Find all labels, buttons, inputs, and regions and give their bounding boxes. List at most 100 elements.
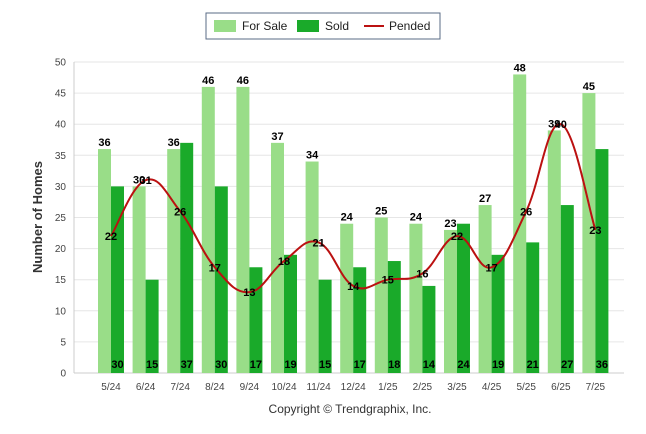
label-sold: 15 xyxy=(146,359,158,371)
y-tick-label: 40 xyxy=(55,120,67,131)
bar-sold xyxy=(284,254,297,373)
bar-sold xyxy=(111,186,124,373)
x-tick-label: 7/24 xyxy=(170,382,190,393)
x-tick-label: 12/24 xyxy=(341,382,366,393)
data-labels: 36 30 22 30 15 31 36 37 26 46 30 17 46 17 13 37 19 18 34 15… xyxy=(98,62,608,371)
x-tick-label: 2/25 xyxy=(413,382,433,393)
bar-sold xyxy=(491,254,505,373)
label-sold: 17 xyxy=(354,359,366,371)
label-pended: 15 xyxy=(382,275,394,287)
legend-box xyxy=(205,12,441,40)
label-pended: 18 xyxy=(278,256,290,268)
bar-sold xyxy=(560,205,574,373)
label-sold: 17 xyxy=(250,359,262,371)
bar-for-sale xyxy=(271,142,284,373)
bar-sold xyxy=(353,267,367,373)
label-for-sale: 36 xyxy=(98,137,110,149)
label-sold: 30 xyxy=(215,359,227,371)
y-tick-label: 15 xyxy=(55,275,67,286)
label-for-sale: 45 xyxy=(583,81,595,93)
y-tick-label: 25 xyxy=(55,213,67,224)
legend-swatch-for-sale xyxy=(214,20,236,32)
bar-for-sale xyxy=(340,223,354,373)
label-sold: 19 xyxy=(284,359,296,371)
bar-for-sale xyxy=(236,86,250,373)
label-pended: 22 xyxy=(105,231,117,243)
bar-for-sale xyxy=(98,149,111,373)
x-axis-ticks: 5/24 6/24 7/24 8/24 9/24 10/24 11/24 12/24 1/25 2… xyxy=(101,382,605,393)
legend-swatch-sold xyxy=(297,20,319,32)
y-axis-ticks: 0 5 10 15 20 25 30 35 40 45 50 xyxy=(55,58,67,380)
x-tick-label: 11/24 xyxy=(306,382,331,393)
bar-sold xyxy=(318,279,332,373)
label-pended: 22 xyxy=(451,231,463,243)
label-pended: 14 xyxy=(347,281,360,293)
y-tick-label: 30 xyxy=(55,182,67,193)
bar-for-sale xyxy=(444,229,457,373)
y-tick-label: 10 xyxy=(55,306,67,317)
x-tick-label: 4/25 xyxy=(482,382,502,393)
bar-for-sale xyxy=(305,161,319,373)
pended-line xyxy=(110,123,597,294)
bar-for-sale xyxy=(132,186,146,373)
label-sold: 30 xyxy=(111,359,123,371)
legend-label-for-sale: For Sale xyxy=(242,19,288,33)
bar-sold xyxy=(457,223,470,373)
x-tick-label: 6/24 xyxy=(136,382,156,393)
label-for-sale: 27 xyxy=(479,193,491,205)
bar-for-sale xyxy=(547,130,561,373)
bar-sold xyxy=(180,142,194,373)
copyright-footer: Copyright © Trendgraphix, Inc. xyxy=(269,402,432,416)
bar-sold xyxy=(595,149,609,373)
label-sold: 19 xyxy=(492,359,504,371)
bar-for-sale xyxy=(409,223,423,373)
label-for-sale: 39 xyxy=(548,118,560,130)
x-tick-label: 5/24 xyxy=(101,382,121,393)
label-for-sale: 37 xyxy=(271,131,283,143)
x-tick-label: 5/25 xyxy=(516,382,536,393)
label-for-sale: 24 xyxy=(410,212,423,224)
y-tick-label: 35 xyxy=(55,151,67,162)
label-sold: 37 xyxy=(181,359,193,371)
x-tick-label: 8/24 xyxy=(205,382,225,393)
x-tick-label: 9/24 xyxy=(240,382,260,393)
bar-sold xyxy=(214,186,228,373)
label-sold: 21 xyxy=(527,359,539,371)
bar-sold xyxy=(249,267,263,373)
label-for-sale: 36 xyxy=(168,137,180,149)
y-tick-label: 5 xyxy=(60,337,66,348)
label-for-sale: 23 xyxy=(444,218,456,230)
bar-for-sale xyxy=(201,86,215,373)
bar-for-sale xyxy=(478,205,492,373)
y-tick-label: 0 xyxy=(60,369,66,380)
x-tick-label: 6/25 xyxy=(551,382,571,393)
label-sold: 27 xyxy=(561,359,573,371)
label-for-sale: 46 xyxy=(237,75,249,87)
label-for-sale: 30 xyxy=(133,174,145,186)
label-pended: 21 xyxy=(312,237,324,249)
label-pended: 40 xyxy=(555,119,567,131)
label-sold: 18 xyxy=(388,359,400,371)
legend: For Sale Sold Pended xyxy=(205,12,441,40)
label-sold: 36 xyxy=(596,359,608,371)
label-for-sale: 24 xyxy=(341,212,354,224)
y-axis-label: Number of Homes xyxy=(30,161,45,273)
label-pended: 13 xyxy=(243,287,255,299)
bar-sold xyxy=(526,242,540,373)
x-tick-label: 1/25 xyxy=(378,382,398,393)
y-tick-label: 45 xyxy=(55,89,67,100)
label-pended: 31 xyxy=(139,175,151,187)
legend-label-pended: Pended xyxy=(389,19,430,33)
x-tick-label: 10/24 xyxy=(271,382,296,393)
x-tick-label: 3/25 xyxy=(447,382,467,393)
bar-for-sale xyxy=(374,217,388,373)
label-for-sale: 48 xyxy=(514,62,526,74)
label-pended: 26 xyxy=(174,206,186,218)
bar-sold xyxy=(145,279,159,373)
y-tick-label: 50 xyxy=(55,58,67,69)
label-pended: 17 xyxy=(209,262,221,274)
bar-sold xyxy=(387,261,401,373)
label-for-sale: 46 xyxy=(202,75,214,87)
y-tick-label: 20 xyxy=(55,244,67,255)
